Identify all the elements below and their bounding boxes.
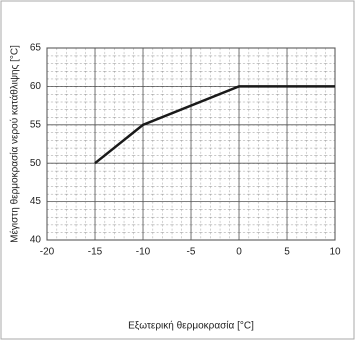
x-tick-label: -10: [136, 247, 151, 258]
x-tick-label: 10: [329, 247, 341, 258]
x-axis-label: Εξωτερική θερμοκρασία [°C]: [128, 320, 254, 332]
y-tick-label: 40: [30, 235, 42, 246]
y-tick-label: 65: [30, 43, 42, 54]
x-tick-label: -15: [88, 247, 103, 258]
line: [94, 85, 335, 165]
y-tick-label: 45: [30, 196, 42, 207]
x-tick-label: -20: [40, 247, 55, 258]
x-tick-label: -5: [187, 247, 196, 258]
x-tick-label: 5: [284, 247, 290, 258]
y-axis-label: Μέγιστη θερμοκρασία νερού κατάθλιψης [°C…: [9, 45, 21, 243]
y-tick-label: 60: [30, 81, 42, 92]
y-tick-label: 50: [30, 158, 42, 169]
y-tick-label: 55: [30, 119, 42, 130]
x-tick-label: 0: [236, 247, 242, 258]
